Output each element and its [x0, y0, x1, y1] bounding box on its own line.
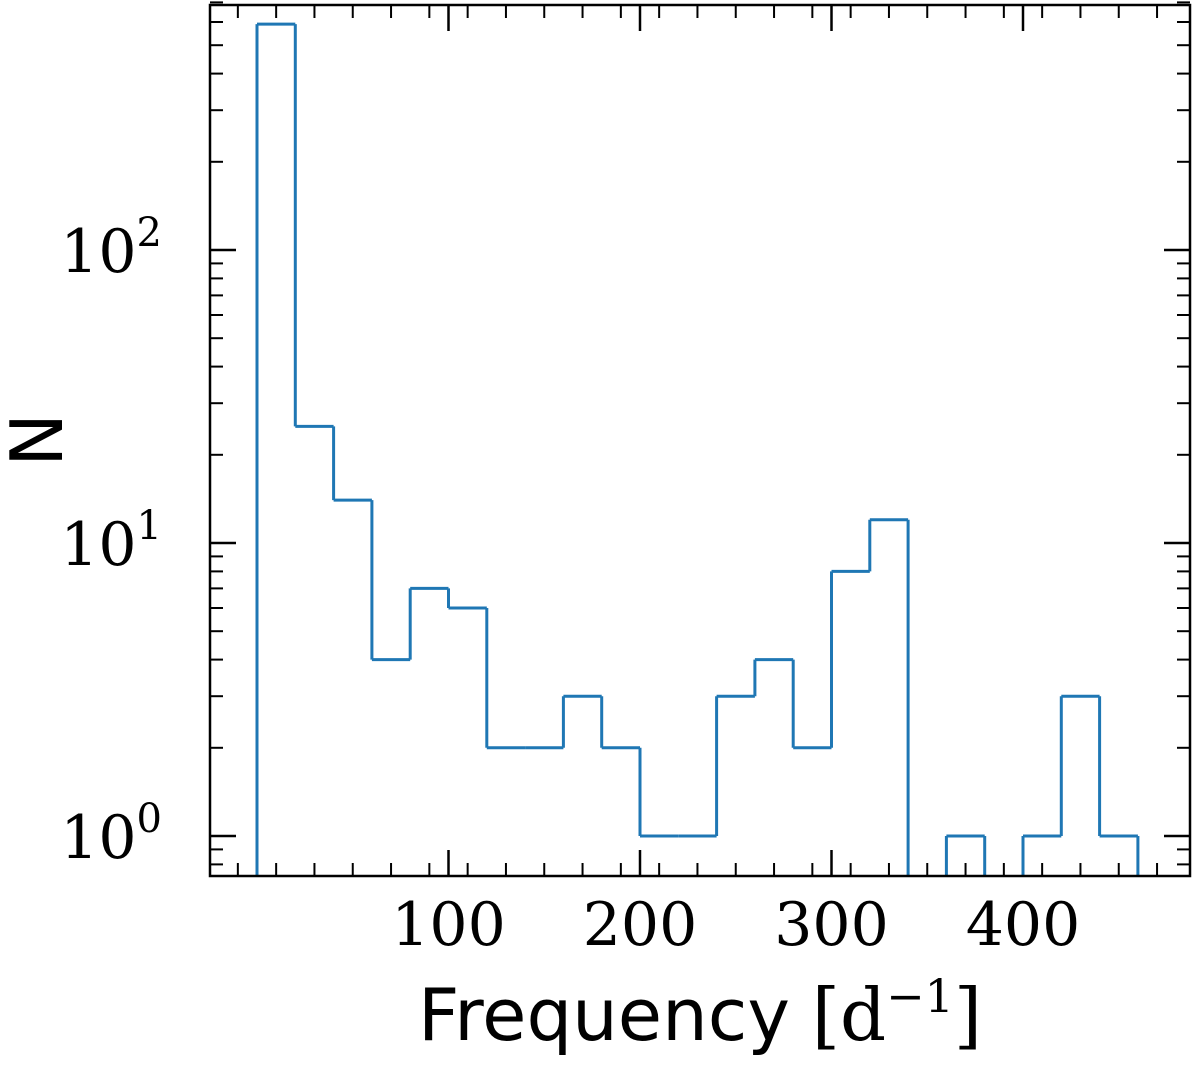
histogram-bin — [255, 22, 296, 876]
histogram-bin — [447, 588, 487, 610]
y-tick-label: 101 — [60, 503, 162, 580]
histogram-bin — [868, 518, 909, 572]
histogram-bin — [561, 694, 602, 748]
histogram-bin — [830, 569, 870, 748]
major-ticks — [210, 5, 1190, 876]
histogram-bin — [332, 426, 372, 502]
histogram-bin — [1098, 696, 1140, 876]
histogram-bin — [753, 658, 794, 697]
y-tick-labels: 100 101 102 — [60, 210, 162, 873]
y-tick-label: 100 — [60, 796, 162, 873]
histogram-bin — [293, 24, 334, 428]
histogram-bin — [715, 694, 755, 836]
histogram-bin — [600, 696, 640, 750]
minor-ticks — [210, 1, 1190, 876]
histogram-bin — [791, 659, 832, 750]
histogram-bin — [1059, 694, 1100, 836]
x-axis-label: Frequency [d−1] — [418, 969, 982, 1057]
x-tick-label: 100 — [391, 890, 506, 960]
histogram-bin — [370, 500, 411, 662]
histogram-bin — [1021, 834, 1062, 876]
y-axis-label: N — [0, 413, 79, 467]
x-tick-label: 200 — [583, 890, 698, 960]
x-tick-label: 300 — [774, 890, 889, 960]
histogram-bin — [485, 608, 526, 750]
y-tick-label: 102 — [60, 210, 162, 287]
histogram-bin — [638, 747, 679, 838]
x-tick-label: 400 — [966, 890, 1081, 960]
x-tick-labels: 100 200 300 400 — [391, 890, 1080, 960]
plot-frame — [208, 3, 1192, 878]
histogram-bin — [944, 834, 985, 876]
histogram-series — [255, 22, 1140, 876]
histogram-bin — [408, 586, 449, 660]
